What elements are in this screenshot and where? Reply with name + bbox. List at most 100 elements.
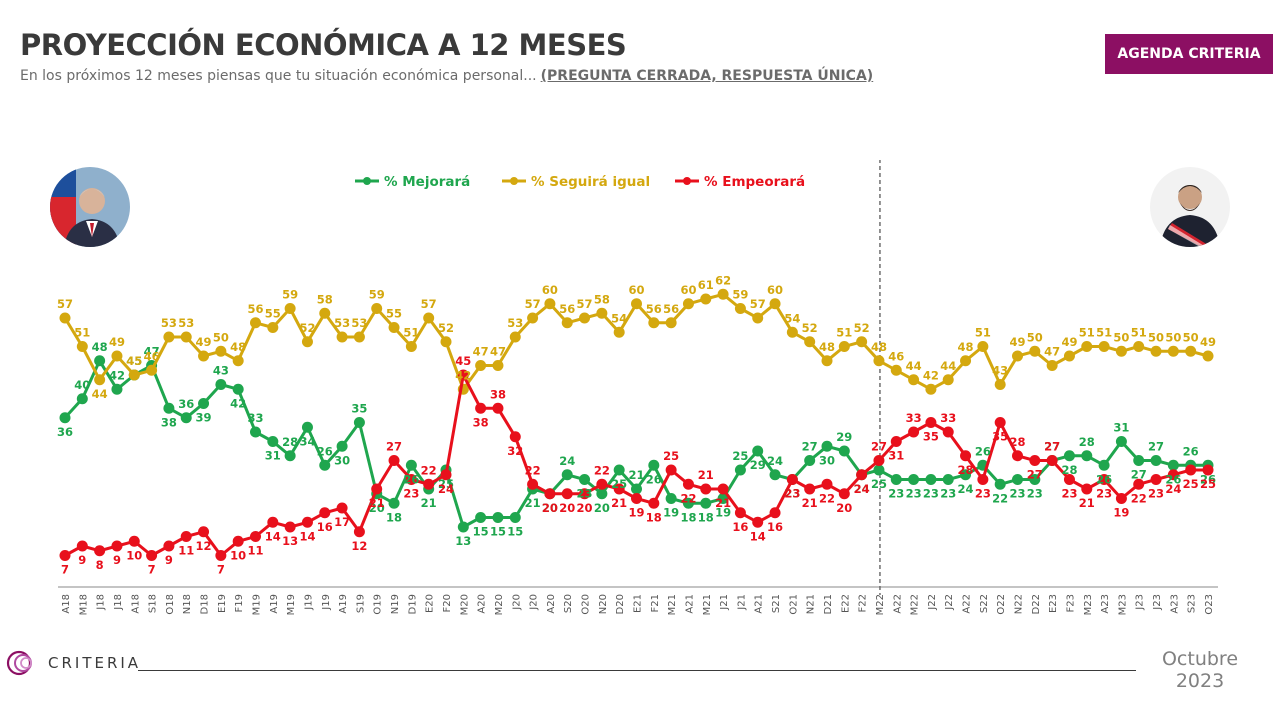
data-point — [648, 459, 660, 471]
data-point — [631, 493, 642, 504]
data-label: 17 — [334, 515, 350, 529]
page-title: PROYECCIÓN ECONÓMICA A 12 MESES — [20, 28, 627, 62]
data-point — [336, 440, 348, 452]
data-label: 53 — [178, 316, 194, 330]
data-point — [942, 426, 954, 438]
subtitle-question: En los próximos 12 meses piensas que tu … — [20, 68, 537, 84]
data-label: 25 — [732, 449, 748, 463]
data-label: 24 — [438, 482, 454, 496]
x-tick-label: M22 — [910, 594, 921, 615]
x-tick-label: M20 — [494, 594, 505, 615]
data-point — [492, 360, 504, 371]
data-label: 19 — [628, 506, 644, 520]
data-point — [994, 379, 1006, 390]
x-tick-label: J18 — [113, 594, 124, 611]
data-point — [1133, 478, 1145, 490]
data-label: 51 — [836, 326, 852, 340]
x-tick-label: A19 — [338, 594, 349, 614]
data-point — [804, 483, 816, 495]
data-point — [267, 516, 279, 528]
data-point — [994, 478, 1006, 490]
x-tick-label: S22 — [979, 594, 990, 613]
data-point — [475, 360, 487, 371]
data-point — [734, 507, 746, 519]
x-tick-label: J20 — [511, 594, 522, 611]
x-tick-label: M20 — [459, 594, 470, 615]
data-point — [301, 421, 313, 433]
data-point — [232, 535, 244, 547]
data-label: 27 — [1148, 440, 1164, 454]
data-label: 60 — [628, 283, 644, 297]
data-label: 21 — [369, 496, 385, 510]
data-point — [1081, 483, 1093, 495]
data-point — [1202, 464, 1214, 476]
data-label: 26 — [646, 472, 662, 486]
data-label: 13 — [282, 534, 298, 548]
data-label: 23 — [1148, 487, 1164, 501]
data-point — [1115, 345, 1127, 357]
data-label: 38 — [490, 387, 506, 401]
data-point — [492, 402, 504, 414]
data-point — [838, 341, 850, 352]
data-label: 23 — [923, 487, 939, 501]
x-tick-label: S19 — [355, 594, 366, 613]
data-point — [509, 431, 521, 443]
x-tick-label: M18 — [78, 594, 89, 615]
data-label: 28 — [1079, 435, 1095, 449]
x-tick-label: D18 — [200, 594, 211, 614]
data-label: 52 — [299, 321, 315, 335]
data-point — [769, 507, 781, 519]
data-label: 13 — [455, 534, 471, 548]
data-label: 21 — [802, 496, 818, 510]
data-label: 9 — [165, 553, 173, 567]
data-label: 11 — [247, 544, 263, 558]
data-point — [717, 493, 729, 504]
data-point — [977, 341, 989, 352]
data-point — [1167, 459, 1179, 471]
data-label: 51 — [1096, 326, 1112, 340]
data-label: 35 — [992, 430, 1008, 444]
x-tick-label: N18 — [182, 594, 193, 614]
data-label: 50 — [1183, 330, 1199, 344]
data-label: 18 — [386, 510, 402, 524]
data-label: 21 — [611, 496, 627, 510]
data-label: 20 — [577, 501, 593, 515]
legend-marker — [510, 177, 518, 185]
data-label: 46 — [888, 349, 904, 363]
data-point — [1185, 464, 1197, 476]
data-label: 26 — [403, 472, 419, 486]
data-label: 9 — [113, 553, 121, 567]
x-tick-label: N20 — [598, 594, 609, 614]
data-label: 42 — [923, 368, 939, 382]
data-point — [838, 445, 850, 457]
data-point — [821, 478, 833, 490]
data-label: 45 — [126, 354, 142, 368]
data-point — [1012, 474, 1023, 485]
data-label: 48 — [958, 340, 974, 354]
x-tick-label: O21 — [788, 594, 799, 615]
data-point — [977, 474, 989, 485]
data-label: 62 — [715, 273, 731, 287]
data-label: 11 — [178, 544, 194, 558]
data-label: 29 — [836, 430, 852, 444]
data-label: 50 — [1027, 330, 1043, 344]
data-label: 38 — [473, 415, 489, 429]
data-label: 23 — [1061, 487, 1077, 501]
data-point — [665, 317, 677, 329]
data-point — [769, 298, 781, 310]
data-point — [682, 497, 694, 509]
data-point — [111, 540, 123, 552]
data-label: 58 — [317, 292, 333, 306]
portrait-photo-icon — [50, 167, 130, 247]
data-point — [180, 412, 192, 424]
data-point — [631, 483, 642, 495]
data-label: 22 — [819, 491, 835, 505]
x-tick-label: J18 — [96, 594, 107, 611]
data-point — [180, 531, 192, 542]
data-point — [631, 298, 642, 310]
data-label: 42 — [109, 368, 125, 382]
data-label: 23 — [403, 487, 419, 501]
data-label: 18 — [698, 510, 714, 524]
data-label: 42 — [230, 396, 246, 410]
data-point — [250, 531, 261, 542]
